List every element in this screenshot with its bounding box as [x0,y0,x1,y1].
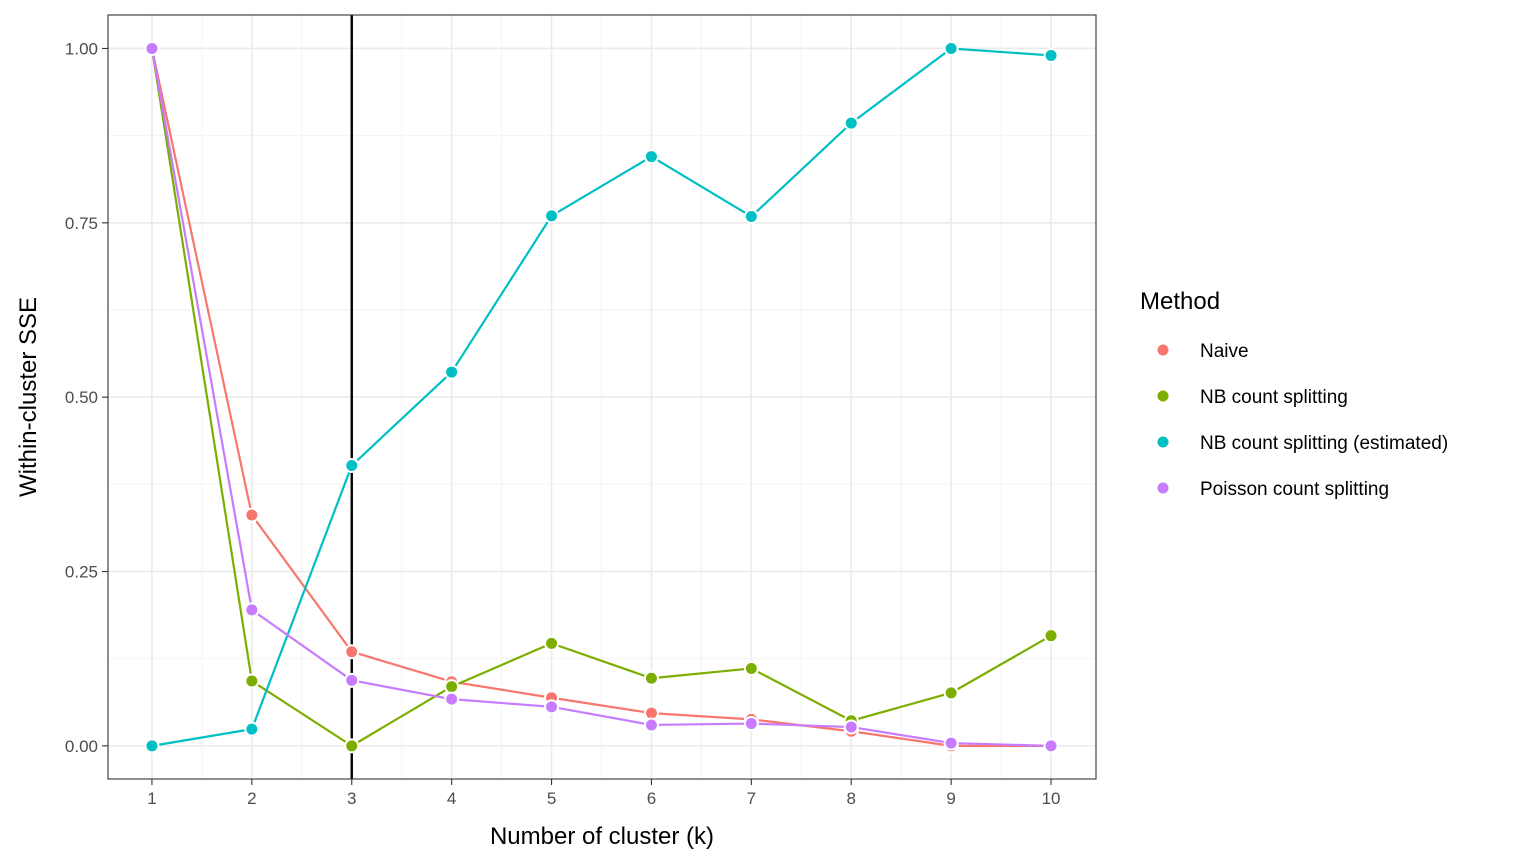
series-point [945,687,957,699]
series-point [146,740,158,752]
series-point [645,719,657,731]
legend-label: Poisson count splitting [1200,479,1389,500]
series-point [945,737,957,749]
x-axis-title: Number of cluster (k) [490,823,714,850]
series-point [645,672,657,684]
series-point [346,740,358,752]
series-point [446,693,458,705]
series-line [151,47,1052,747]
y-tick-label: 0.50 [65,388,98,407]
legend-key [1157,436,1169,448]
series-point [1045,740,1057,752]
series-point [546,701,558,713]
series-point [745,718,757,730]
x-tick-label: 1 [147,789,156,808]
x-tick-label: 7 [747,789,756,808]
series-point [546,637,558,649]
x-tick-label: 4 [447,789,456,808]
series-point [246,509,258,521]
y-tick-label: 0.75 [65,214,98,233]
series-point [845,721,857,733]
series-line [150,48,1052,747]
series-point [945,42,957,54]
series-point [546,210,558,222]
x-tick-label: 2 [247,789,256,808]
legend-label: NB count splitting [1200,387,1348,408]
legend-key [1157,482,1169,494]
x-tick-label: 3 [347,789,356,808]
legend-title: Method [1140,288,1220,315]
y-axis-title: Within-cluster SSE [15,297,42,497]
x-tick-label: 6 [647,789,656,808]
legend: Method Naive NB count splitting NB count s… [1140,288,1448,500]
series-point [1045,630,1057,642]
legend-label: Naive [1200,341,1249,362]
legend-key [1157,390,1169,402]
y-tick-label: 1.00 [65,39,98,58]
series-point [645,707,657,719]
series-point [745,662,757,674]
series-point [645,151,657,163]
series-point [346,674,358,686]
axis-layer: 1 2 3 4 5 6 7 8 9 10 0.00 0.25 0.50 0.75 1.00 [65,39,1061,808]
series-point [1045,49,1057,61]
series-layer [144,40,1059,754]
series-point [246,675,258,687]
x-tick-label: 10 [1042,789,1061,808]
series-point [246,723,258,735]
series-point [346,460,358,472]
y-tick-label: 0.00 [65,737,98,756]
series-point [745,211,757,223]
x-tick-label: 9 [946,789,955,808]
series-line [150,48,1052,747]
legend-key [1157,344,1169,356]
series-point [346,646,358,658]
series-group [144,40,1059,754]
series-point [146,42,158,54]
x-tick-label: 8 [847,789,856,808]
series-group [144,40,1059,754]
series-point [246,604,258,616]
series-point [845,117,857,129]
series-point [446,366,458,378]
legend-label: NB count splitting (estimated) [1200,433,1448,454]
y-tick-label: 0.25 [65,563,98,582]
series-point [446,681,458,693]
series-line [150,48,1052,747]
x-tick-label: 5 [547,789,556,808]
